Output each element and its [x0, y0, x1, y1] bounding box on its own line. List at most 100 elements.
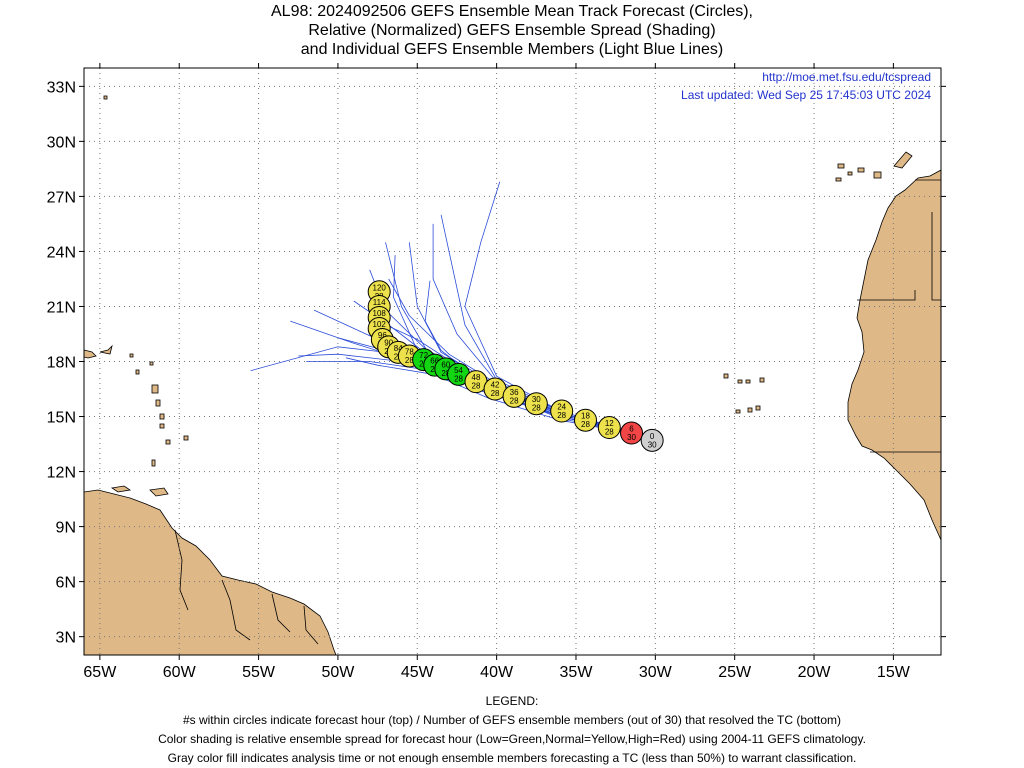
- forecast-hour: 120: [373, 283, 387, 292]
- member-track-line: [408, 242, 640, 436]
- member-count: 28: [472, 382, 481, 391]
- lat-label: 6N: [56, 575, 76, 592]
- axis-ticks: [79, 63, 946, 660]
- title-line-3: and Individual GEFS Ensemble Members (Li…: [300, 41, 724, 58]
- south-america-border-3: [271, 593, 291, 633]
- africa-border-3: [931, 212, 941, 301]
- lon-label: 40W: [480, 664, 514, 681]
- member-count: 28: [581, 420, 590, 429]
- chart-title: AL98: 2024092506 GEFS Ensemble Mean Trac…: [0, 2, 1024, 59]
- track-circle: [550, 399, 574, 423]
- member-count: 28: [405, 356, 414, 365]
- lat-label: 18N: [47, 355, 76, 372]
- cape-verde-islands: [723, 373, 765, 414]
- forecast-hour: 18: [581, 412, 590, 421]
- member-count: 28: [454, 374, 463, 383]
- track-map: 1202811428108281022896289028842878287228…: [47, 63, 946, 681]
- forecast-hour: 54: [454, 366, 463, 375]
- ensemble-member-tracks: [250, 181, 640, 436]
- south-america-border-2: [221, 579, 251, 641]
- track-circle: [574, 408, 598, 432]
- longitude-labels: 65W 60W 55W 50W 45W 40W 35W 30W 25W 20W 15W: [83, 664, 910, 681]
- title-line-1: AL98: 2024092506 GEFS Ensemble Mean Trac…: [271, 3, 753, 20]
- lat-label: 3N: [56, 630, 76, 647]
- member-count: 28: [491, 389, 500, 398]
- track-circle: [620, 421, 644, 445]
- track-circle: [640, 428, 664, 452]
- track-circle: [597, 416, 621, 440]
- member-count: 28: [441, 369, 450, 378]
- legend-line-1: #s within circles indicate forecast hour…: [182, 713, 842, 727]
- member-count: 30: [648, 440, 657, 449]
- forecast-hour: 66: [430, 357, 439, 366]
- forecast-hour: 6: [629, 425, 634, 434]
- lon-label: 35W: [560, 664, 594, 681]
- forecast-hour: 0: [650, 432, 655, 441]
- forecast-hour: 102: [373, 320, 387, 329]
- track-circle: [524, 392, 548, 416]
- forecast-hour: 42: [491, 381, 500, 390]
- member-count: 30: [627, 433, 636, 442]
- lon-label: 15W: [877, 664, 911, 681]
- caribbean-islands: [84, 95, 189, 497]
- forecast-hour: 78: [405, 347, 414, 356]
- lat-label: 9N: [56, 520, 76, 537]
- forecast-hour: 24: [557, 403, 566, 412]
- lon-label: 20W: [798, 664, 832, 681]
- forecast-hour: 12: [605, 419, 614, 428]
- canary-islands: [835, 151, 913, 182]
- forecast-hour: 36: [510, 388, 519, 397]
- lat-label: 24N: [47, 244, 76, 261]
- source-url: http://moe.met.fsu.edu/tcspread: [762, 70, 931, 84]
- member-count: 28: [532, 404, 541, 413]
- latitude-labels: 3N 6N 9N 12N 15N 18N 21N 24N 27N 30N 33N: [47, 79, 76, 646]
- south-america-land: [84, 489, 337, 655]
- lat-label: 33N: [47, 79, 76, 96]
- lon-label: 50W: [321, 664, 355, 681]
- lat-label: 12N: [47, 465, 76, 482]
- lon-label: 45W: [401, 664, 435, 681]
- lon-label: 65W: [83, 664, 117, 681]
- member-track-line: [388, 278, 640, 436]
- mean-track: 1202811428108281022896289028842878287228…: [367, 280, 664, 452]
- lon-label: 25W: [718, 664, 752, 681]
- lat-label: 30N: [47, 134, 76, 151]
- legend-line-3: Gray color fill indicates analysis time …: [167, 751, 857, 765]
- title-line-2: Relative (Normalized) GEFS Ensemble Spre…: [308, 22, 716, 39]
- legend-header: LEGEND:: [485, 694, 539, 708]
- member-count: 28: [605, 428, 614, 437]
- africa-border-1: [857, 290, 916, 301]
- south-america-border-4: [303, 605, 319, 645]
- lon-label: 55W: [242, 664, 276, 681]
- south-america-border-1: [174, 529, 189, 611]
- member-track-line: [393, 255, 640, 436]
- lat-label: 15N: [47, 410, 76, 427]
- track-circle: [502, 384, 526, 408]
- member-count: 28: [510, 396, 519, 405]
- legend-line-2: Color shading is relative ensemble sprea…: [158, 732, 866, 746]
- lat-label: 27N: [47, 189, 76, 206]
- last-updated: Last updated: Wed Sep 25 17:45:03 UTC 20…: [681, 88, 931, 102]
- forecast-hour: 90: [384, 338, 393, 347]
- legend: LEGEND: #s within circles indicate forec…: [0, 692, 1024, 768]
- member-count: 28: [557, 411, 566, 420]
- forecast-hour: 72: [419, 351, 428, 360]
- lon-label: 30W: [639, 664, 673, 681]
- track-point: 630: [620, 421, 644, 445]
- forecast-hour: 60: [441, 360, 450, 369]
- lon-label: 60W: [163, 664, 197, 681]
- forecast-hour: 114: [373, 298, 386, 307]
- member-track-line: [345, 357, 640, 436]
- forecast-hour: 84: [394, 344, 403, 353]
- forecast-hour: 48: [472, 373, 481, 382]
- lat-label: 21N: [47, 299, 76, 316]
- forecast-hour: 30: [532, 395, 541, 404]
- track-point: 030: [640, 428, 664, 452]
- africa-land: [847, 169, 941, 541]
